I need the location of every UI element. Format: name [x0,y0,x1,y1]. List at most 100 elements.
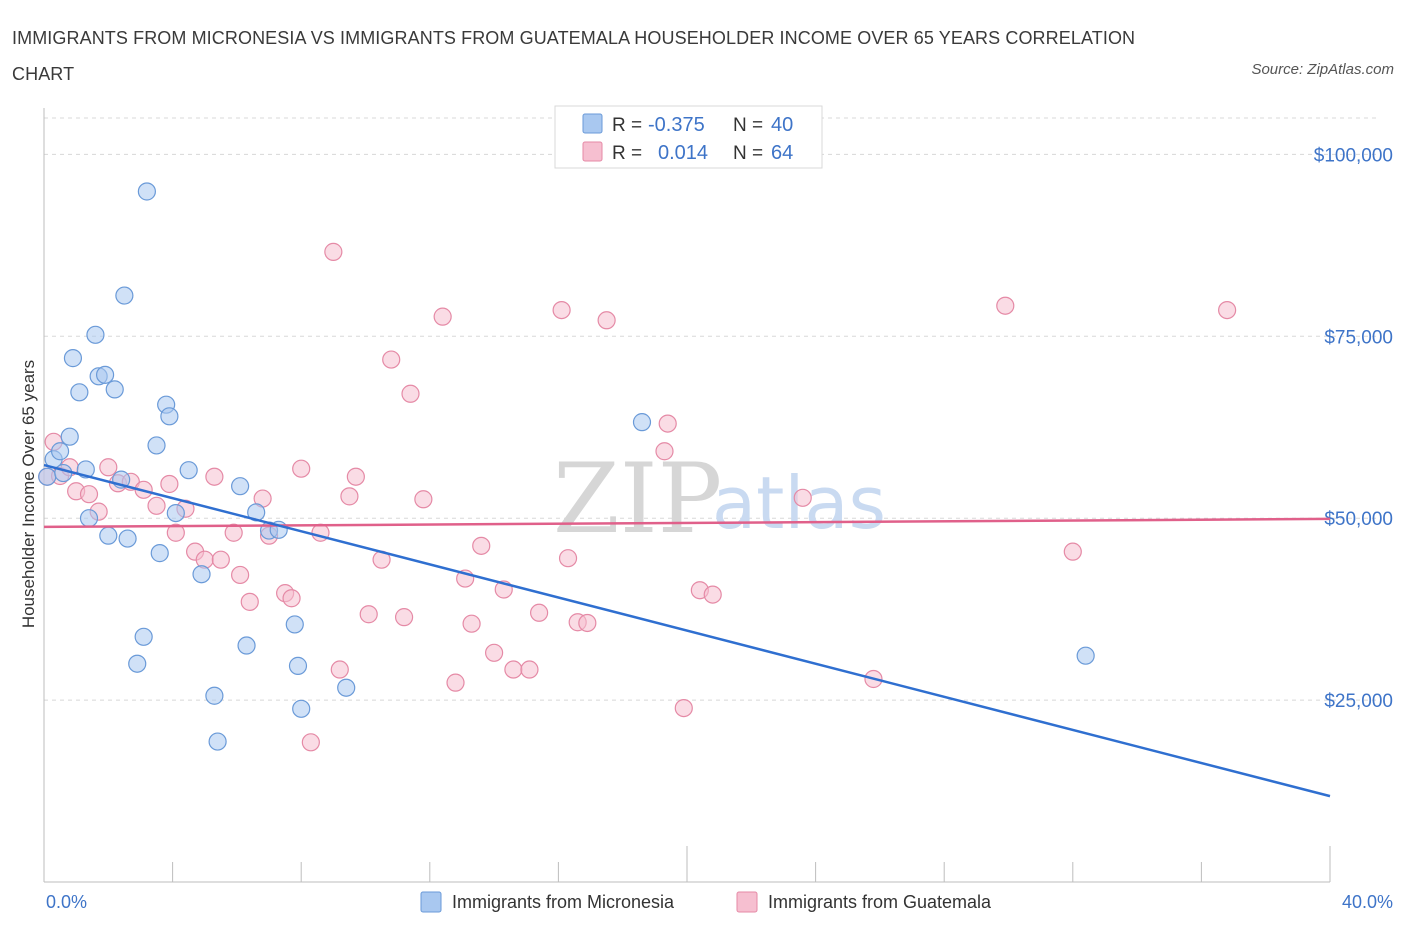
guatemala-point [472,536,491,555]
micronesia-point [166,503,185,523]
guatemala-point [301,733,320,752]
micronesia-point [54,463,73,483]
guatemala-point [224,523,243,542]
legend-r-micronesia: -0.375 [648,114,705,136]
guatemala-point [340,487,359,506]
micronesia-point [128,654,147,673]
micronesia-point [632,413,652,432]
guatemala-point [793,488,812,507]
y-axis-label: Householder Income Over 65 years [19,360,38,628]
guatemala-point [597,311,616,330]
trend-line-guatemala [43,517,1331,529]
micronesia-point [95,365,115,384]
legend-r-guatemala: 0.014 [658,142,708,164]
legend-n-label-guatemala: N = [733,143,763,164]
micronesia-point [134,627,153,646]
watermark-zip: ZIP [553,443,722,555]
legend-n-micronesia: 40 [771,114,793,136]
micronesia-point [231,477,250,496]
bottom-legend-swatch-guatemala [736,891,758,913]
series-micronesia-points [38,182,1095,751]
micronesia-point [150,544,169,563]
micronesia-point [337,678,356,697]
legend-n-label-micronesia: N = [733,115,763,136]
grid-lines [44,117,1380,701]
guatemala-point [1218,300,1237,320]
guatemala-point [240,592,259,611]
micronesia-point [288,656,308,675]
micronesia-point [237,636,256,655]
axes [43,108,1331,883]
legend-r-label-micronesia: R = [612,115,642,136]
guatemala-point [401,384,420,403]
x-tick-label-min: 0.0% [46,892,87,912]
guatemala-point [674,698,693,718]
guatemala-point [703,585,722,604]
source-label: Source: ZipAtlas.com [1251,61,1394,78]
guatemala-point [462,614,481,633]
guatemala-point [530,603,549,622]
chart-title: IMMIGRANTS FROM MICRONESIA VS IMMIGRANTS… [12,28,1136,84]
micronesia-point [63,349,83,368]
micronesia-point [205,686,224,705]
bottom-legend-swatch-micronesia [420,891,442,913]
guatemala-point [282,589,301,608]
guatemala-point [558,549,578,568]
x-tick-label-max: 40.0% [1342,892,1393,912]
guatemala-point [414,490,433,509]
guatemala-point [79,485,99,504]
guatemala-point [520,660,539,679]
guatemala-point [205,467,224,486]
micronesia-point [208,732,227,751]
micronesia-point [105,380,124,399]
guatemala-point [166,523,185,542]
guatemala-point [1063,542,1082,561]
y-tick-labels: $25,000 $50,000 $75,000 $100,000 [1314,145,1393,712]
micronesia-point [118,529,137,548]
micronesia-point [50,442,70,461]
micronesia-point [1076,646,1095,665]
y-tick-label: $75,000 [1324,327,1393,348]
guatemala-point [231,565,250,585]
guatemala-point [359,605,378,624]
guatemala-point [382,350,401,369]
guatemala-point [99,458,118,477]
micronesia-point [115,286,134,305]
micronesia-point [99,526,118,545]
micronesia-point [60,427,79,446]
micronesia-point [79,509,99,528]
legend-swatch-guatemala [582,141,603,162]
guatemala-point [292,459,311,478]
y-tick-label: $50,000 [1324,509,1393,530]
micronesia-point [292,699,311,718]
trend-lines [43,463,1331,798]
series-guatemala-points [38,242,1237,752]
legend-swatch-micronesia [582,113,603,134]
guatemala-point [578,613,597,633]
guatemala-point [996,296,1015,315]
micronesia-point [147,436,166,455]
y-tick-label: $25,000 [1324,691,1393,712]
micronesia-point [38,467,57,486]
legend-n-guatemala: 64 [771,142,793,164]
micronesia-point [160,407,179,426]
micronesia-point [70,383,89,402]
micronesia-point [86,325,105,344]
y-tick-label: $100,000 [1314,145,1393,166]
trend-line-micronesia [43,463,1331,798]
guatemala-point [147,496,166,515]
guatemala-point [324,242,343,261]
bottom-legend-guatemala: Immigrants from Guatemala [768,892,992,912]
guatemala-point [394,608,414,627]
top-legend: R = -0.375 N = 40 R = 0.014 N = 64 [554,105,823,169]
guatemala-point [504,660,523,679]
micronesia-point [285,615,304,634]
guatemala-point [330,660,349,679]
legend-r-label-guatemala: R = [612,143,642,164]
guatemala-point [211,550,230,569]
guatemala-point [346,467,365,486]
x-tick-labels: 0.0% 40.0% [46,892,1393,912]
micronesia-point [192,565,211,584]
guatemala-point [160,474,179,494]
guatemala-point [658,414,677,433]
